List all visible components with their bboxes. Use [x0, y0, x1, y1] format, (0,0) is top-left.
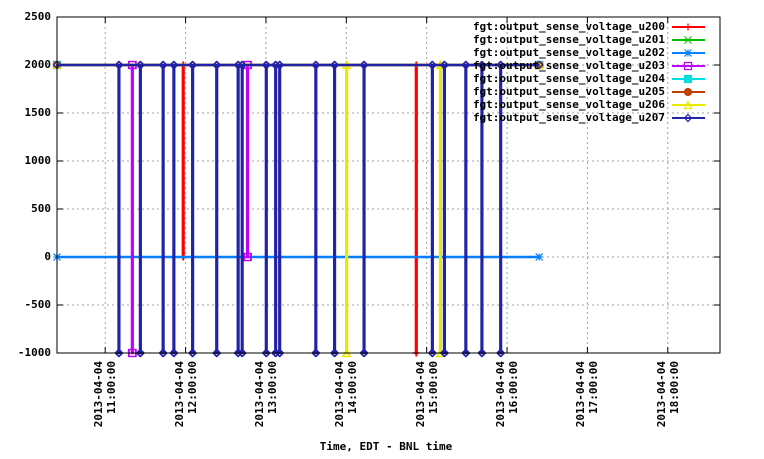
- y-tick-label: 0: [44, 250, 51, 263]
- marker: [683, 61, 693, 71]
- marker: [684, 23, 692, 31]
- marker: [683, 100, 693, 110]
- y-tick-label: 1000: [25, 154, 52, 167]
- marker: [311, 348, 321, 358]
- legend-label: fgt:output_sense_voltage_u204: [473, 72, 665, 85]
- marker: [535, 253, 544, 261]
- legend-label: fgt:output_sense_voltage_u207: [473, 111, 665, 124]
- marker: [275, 348, 285, 358]
- x-tick-label: 2013-04-04 12:00:00: [172, 361, 199, 428]
- x-tick-label: 2013-04-04 11:00:00: [92, 361, 119, 428]
- x-tick-label: 2013-04-04 17:00:00: [574, 361, 601, 428]
- marker: [440, 348, 450, 358]
- marker: [188, 348, 198, 358]
- legend-label: fgt:output_sense_voltage_u200: [473, 20, 665, 33]
- marker: [360, 348, 369, 358]
- x-tick-label: 2013-04-04 14:00:00: [333, 361, 360, 428]
- plot-frame: [56, 16, 721, 354]
- marker: [461, 60, 471, 70]
- marker: [330, 60, 340, 70]
- marker: [212, 60, 222, 70]
- x-tick-label: 2013-04-04 13:00:00: [252, 361, 279, 428]
- y-tick-label: -500: [25, 298, 52, 311]
- marker: [262, 60, 271, 70]
- marker: [212, 348, 222, 358]
- x-tick-label: 2013-04-04 15:00:00: [413, 361, 440, 428]
- marker: [683, 87, 693, 97]
- marker: [159, 60, 168, 70]
- y-tick-label: 2500: [25, 10, 52, 23]
- x-tick-label: 2013-04-04 16:00:00: [494, 361, 521, 428]
- legend-label: fgt:output_sense_voltage_u206: [473, 98, 665, 111]
- legend-label: fgt:output_sense_voltage_u202: [473, 46, 665, 59]
- marker: [243, 252, 252, 262]
- x-axis-label: Time, EDT - BNL time: [320, 440, 453, 453]
- marker: [128, 348, 137, 358]
- marker: [169, 60, 179, 70]
- y-tick-label: -1000: [18, 346, 51, 359]
- marker: [477, 348, 487, 358]
- marker: [496, 60, 506, 70]
- y-tick-label: 1500: [25, 106, 52, 119]
- marker: [683, 74, 693, 84]
- x-tick-label: 2013-04-04 18:00:00: [654, 361, 681, 428]
- marker: [477, 60, 487, 70]
- marker: [496, 348, 506, 358]
- legend-label: fgt:output_sense_voltage_u201: [473, 33, 665, 46]
- marker: [275, 60, 285, 70]
- marker: [188, 60, 198, 70]
- marker: [360, 60, 369, 70]
- marker: [440, 60, 450, 70]
- marker: [428, 60, 438, 70]
- y-tick-label: 500: [31, 202, 51, 215]
- y-tick-label: 2000: [25, 58, 52, 71]
- marker: [114, 60, 124, 70]
- marker: [683, 113, 693, 123]
- marker: [461, 348, 471, 358]
- marker: [136, 348, 146, 358]
- marker: [114, 348, 124, 358]
- marker: [684, 36, 692, 44]
- legend-label: fgt:output_sense_voltage_u205: [473, 85, 665, 98]
- marker: [330, 348, 340, 358]
- marker: [238, 60, 247, 70]
- marker: [238, 348, 247, 358]
- marker: [428, 348, 438, 358]
- legend-label: fgt:output_sense_voltage_u203: [473, 59, 665, 72]
- marker: [159, 348, 168, 358]
- marker: [684, 49, 692, 57]
- marker: [311, 60, 321, 70]
- marker: [262, 348, 271, 358]
- marker: [136, 60, 146, 70]
- marker: [169, 348, 179, 358]
- marker: [534, 60, 544, 70]
